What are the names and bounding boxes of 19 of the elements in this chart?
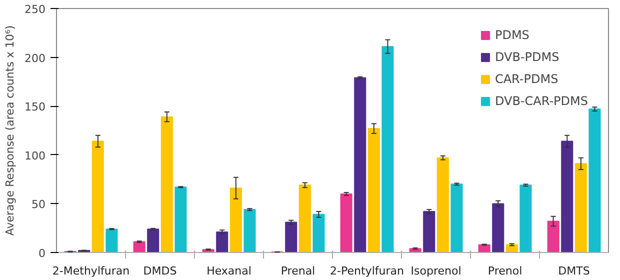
y-tick-label: 100 [24,149,46,162]
legend-label: DVB-CAR-PDMS [494,94,588,108]
y-tick-label: 200 [24,52,46,65]
x-tick-label: DMDS [143,264,177,278]
x-tick-label: 2-Pentylfuran [330,264,404,278]
x-tick-label: Isoprenol [410,264,462,278]
y-axis-title: Average Response (area counts x 10⁶) [4,25,17,236]
x-tick-label: Prenal [280,264,316,278]
legend-label: CAR-PDMS [494,72,558,86]
legend-label: DVB-PDMS [494,50,560,64]
y-tick-label: 150 [24,100,46,114]
legend-label: PDMS [494,28,530,42]
x-tick-label: Prenol [488,264,522,278]
y-tick-label: 0 [38,247,46,260]
x-tick-label: Hexanal [206,264,252,278]
y-tick-label: 50 [32,198,46,212]
x-tick-label: DMTS [558,264,590,278]
x-tick-label: 2-Methylfuran [52,264,130,278]
y-tick-label: 250 [24,3,46,16]
